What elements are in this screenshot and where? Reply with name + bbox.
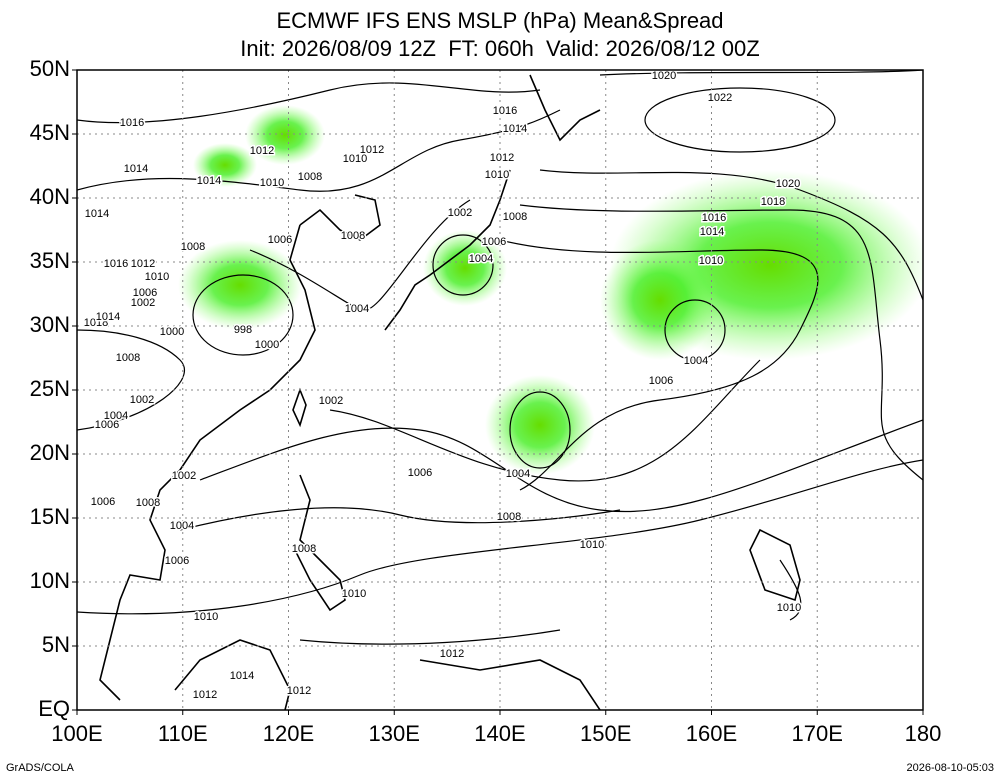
lat-label: 20N (30, 440, 70, 465)
lon-label: 100E (51, 721, 102, 746)
isobar-label: 1016 (493, 105, 517, 117)
isobar-label: 1006 (165, 555, 189, 567)
lon-label: 160E (686, 721, 737, 746)
lon-label: 130E (369, 721, 420, 746)
isobar-label: 1008 (341, 230, 365, 242)
isobar-label: 1018 (84, 317, 108, 329)
isobar-label: 1008 (292, 543, 316, 555)
isobar-label: 1002 (172, 470, 196, 482)
lon-label: 180 (905, 721, 942, 746)
isobar-label: 1002 (319, 395, 343, 407)
isobar-label: 1008 (298, 171, 322, 183)
title: ECMWF IFS ENS MSLP (hPa) Mean&Spread (276, 8, 723, 33)
isobar-label: 1004 (506, 468, 530, 480)
isobar-label: 1008 (116, 352, 140, 364)
isobar-label: 1014 (197, 175, 221, 187)
isobar-label: 1000 (255, 339, 279, 351)
isobar-label: 1004 (170, 520, 194, 532)
isobar-label: 1002 (131, 297, 155, 309)
isobar-label: 1010 (260, 177, 284, 189)
lat-label: 15N (30, 504, 70, 529)
isobar-label: 998 (234, 324, 252, 336)
lon-label: 110E (158, 721, 208, 746)
coastlines (99, 74, 801, 710)
isobar-label: 1012 (250, 145, 274, 157)
isobar-label: 1004 (469, 253, 493, 265)
isobar-label: 1008 (181, 241, 205, 253)
lat-label: 35N (30, 248, 70, 273)
isobar-label: 1006 (649, 375, 673, 387)
isobar-label: 1006 (482, 236, 506, 248)
isobar-label: 1014 (85, 208, 109, 220)
isobar-label: 1014 (230, 670, 254, 682)
isobar-label: 1010 (343, 153, 367, 165)
isobar-label: 1012 (193, 689, 217, 701)
isobar-label: 1010 (580, 539, 604, 551)
isobar-label: 1012 (490, 152, 514, 164)
isobar-label: 1002 (130, 394, 154, 406)
isobar-label: 1012 (287, 685, 311, 697)
isobar-label: 1014 (124, 163, 148, 175)
lat-label: 45N (30, 120, 70, 145)
isobar-label: 1006 (408, 467, 432, 479)
isobar-label: 1022 (708, 92, 732, 104)
isobar-label: 1006 (268, 234, 292, 246)
lat-label: 10N (30, 568, 70, 593)
footer-left: GrADS/COLA (6, 762, 75, 774)
isobars (77, 70, 923, 645)
lat-label: 25N (30, 376, 70, 401)
isobar-label: 1006 (91, 496, 115, 508)
isobar-label: 1010 (342, 588, 366, 600)
subtitle: Init: 2026/08/09 12Z FT: 060h Valid: 202… (240, 36, 759, 61)
lon-label: 120E (263, 721, 314, 746)
isobar-label: 1010 (777, 602, 801, 614)
footer-right: 2026-08-10-05:03 (907, 762, 994, 774)
isobar-label: 1012 (440, 648, 464, 660)
lon-label: 140E (474, 721, 525, 746)
isobar-label: 1010 (145, 271, 169, 283)
isobar-label: 1020 (652, 70, 676, 82)
isobar-label: 1004 (345, 303, 369, 315)
isobar-label: 1020 (776, 178, 800, 190)
lon-label: 150E (580, 721, 631, 746)
isobar-label: 1010 (485, 169, 509, 181)
graticule (77, 70, 923, 710)
isobar-label: 1014 (503, 123, 527, 135)
isobar-label: 1016 (702, 212, 726, 224)
isobar-label: 1016 (120, 117, 144, 129)
isobar-label: 1008 (136, 497, 160, 509)
isobar-label: 1004 (684, 355, 708, 367)
isobar-label: 1000 (160, 326, 184, 338)
isobar-label: 1018 (761, 196, 785, 208)
lon-label: 170E (792, 721, 843, 746)
isobar-label: 1006 (95, 419, 119, 431)
isobar-label: 1008 (503, 211, 527, 223)
isobar-label: 1014 (96, 311, 120, 323)
lat-label: EQ (38, 696, 70, 721)
isobar-label: 1012 (131, 258, 155, 270)
isobar-label: 1010 (699, 255, 723, 267)
isobar-label: 1014 (700, 226, 724, 238)
isobar-label: 1016 (104, 258, 128, 270)
isobar-label: 1012 (360, 144, 384, 156)
lat-label: 5N (42, 632, 70, 657)
lat-label: 30N (30, 312, 70, 337)
lat-label: 50N (30, 56, 70, 81)
isobar-label: 1006 (133, 287, 157, 299)
isobar-label: 1010 (194, 611, 218, 623)
lat-label: 40N (30, 184, 70, 209)
isobar-label: 1002 (448, 207, 472, 219)
isobar-label: 1008 (497, 511, 521, 523)
isobar-label: 1004 (104, 410, 128, 422)
